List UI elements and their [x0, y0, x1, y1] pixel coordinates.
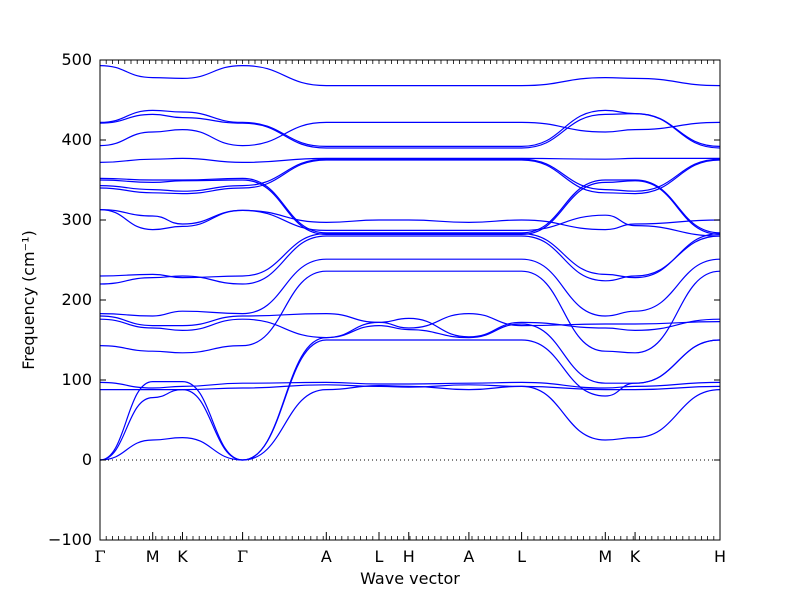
y-tick-label: 200	[61, 290, 92, 309]
band-2	[99, 323, 721, 461]
band-5	[99, 381, 721, 389]
x-tick-label: K	[177, 547, 188, 566]
band-4	[99, 384, 721, 391]
band-19	[99, 121, 721, 147]
band-lines	[99, 64, 721, 461]
band-18	[99, 157, 720, 164]
band-20	[99, 112, 721, 149]
band-8	[99, 312, 721, 329]
x-tick-label: A	[321, 547, 332, 566]
band-17	[99, 177, 721, 234]
x-axis-label: Wave vector	[360, 569, 460, 588]
y-tick-label: 500	[61, 50, 92, 69]
x-tick-label: Γ	[94, 547, 105, 566]
x-tick-label: K	[630, 547, 641, 566]
y-tick-label: 400	[61, 130, 92, 149]
x-tick-label: Γ	[237, 547, 248, 566]
x-tick-label: H	[403, 547, 415, 566]
y-axis-label: Frequency (cm⁻¹)	[19, 230, 38, 369]
x-tick-label: H	[714, 547, 726, 566]
y-tick-label: −100	[48, 530, 92, 549]
band-11	[99, 232, 721, 279]
x-tick-label: M	[598, 547, 612, 566]
x-tick-label: M	[146, 547, 160, 566]
x-tick-label: A	[463, 547, 474, 566]
band-16	[99, 179, 721, 236]
band-9	[99, 258, 721, 317]
band-7	[99, 317, 721, 339]
y-tick-label: 0	[82, 450, 92, 469]
plot-frame	[99, 59, 721, 541]
band-21	[99, 109, 721, 148]
x-tick-label: L	[517, 547, 526, 566]
band-3	[99, 384, 721, 461]
y-tick-label: 300	[61, 210, 92, 229]
band-6	[99, 270, 721, 354]
plot-area	[100, 60, 720, 540]
band-14	[99, 159, 721, 195]
band-22	[99, 64, 721, 87]
band-12	[99, 209, 721, 237]
x-tick-label: L	[375, 547, 384, 566]
band-15	[99, 158, 721, 192]
y-tick-label: 100	[61, 370, 92, 389]
band-10	[99, 235, 721, 285]
band-13	[99, 209, 721, 231]
